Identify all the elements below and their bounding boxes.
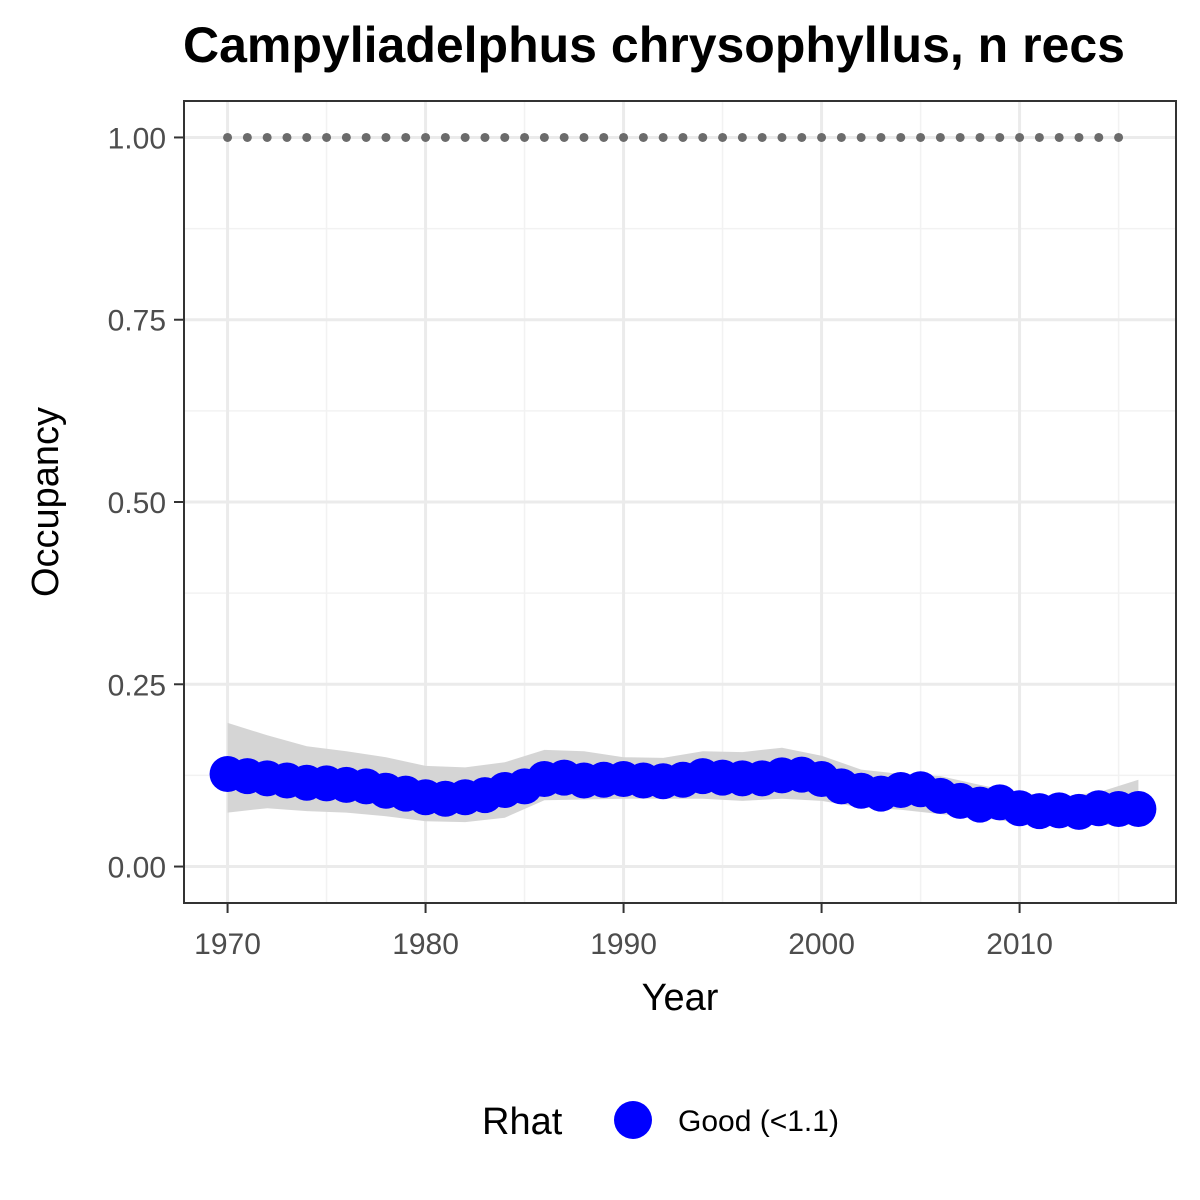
reference-point	[658, 132, 668, 142]
legend-key-good	[614, 1101, 652, 1139]
reference-point	[718, 132, 728, 142]
reference-point	[916, 132, 926, 142]
y-axis-ticks: 0.00 0.25 0.50 0.75 1.00	[108, 122, 184, 885]
legend-label-good: Good (<1.1)	[678, 1105, 839, 1138]
x-tick-label: 1970	[194, 928, 261, 961]
reference-point	[381, 132, 391, 142]
reference-point	[678, 132, 688, 142]
reference-point	[361, 132, 371, 142]
reference-point	[698, 132, 708, 142]
x-axis-ticks: 1970 1980 1990 2000 2010	[194, 903, 1053, 961]
reference-point	[817, 132, 827, 142]
reference-point	[559, 132, 569, 142]
reference-point	[440, 132, 450, 142]
y-tick-label: 1.00	[108, 122, 166, 155]
reference-point	[619, 132, 629, 142]
reference-point	[737, 132, 747, 142]
x-tick-label: 1980	[392, 928, 459, 961]
reference-point	[579, 132, 589, 142]
reference-point	[599, 132, 609, 142]
reference-point	[876, 132, 886, 142]
reference-point	[1034, 132, 1044, 142]
reference-point	[777, 132, 787, 142]
reference-point	[539, 132, 549, 142]
y-tick-label: 0.00	[108, 852, 166, 885]
reference-point	[638, 132, 648, 142]
reference-point	[935, 132, 945, 142]
x-axis-title: Year	[642, 977, 719, 1019]
occupancy-point	[1120, 790, 1157, 827]
reference-point	[322, 132, 332, 142]
reference-point	[262, 132, 272, 142]
reference-point	[797, 132, 807, 142]
reference-point	[1054, 132, 1064, 142]
reference-point	[520, 132, 530, 142]
reference-point	[480, 132, 490, 142]
reference-point	[401, 132, 411, 142]
legend: Rhat Good (<1.1)	[482, 1101, 839, 1143]
reference-point	[975, 132, 985, 142]
y-tick-label: 0.25	[108, 669, 166, 702]
reference-points	[223, 132, 1124, 142]
reference-point	[1114, 132, 1124, 142]
reference-point	[896, 132, 906, 142]
chart-title: Campyliadelphus chrysophyllus, n recs	[183, 17, 1125, 73]
reference-point	[836, 132, 846, 142]
y-axis-title: Occupancy	[25, 407, 67, 597]
reference-point	[421, 132, 431, 142]
reference-point	[500, 132, 510, 142]
reference-point	[1074, 132, 1084, 142]
y-tick-label: 0.50	[108, 487, 166, 520]
reference-point	[757, 132, 767, 142]
reference-point	[242, 132, 252, 142]
reference-point	[341, 132, 351, 142]
reference-point	[460, 132, 470, 142]
legend-title: Rhat	[482, 1101, 563, 1143]
reference-point	[955, 132, 965, 142]
x-tick-label: 2010	[986, 928, 1053, 961]
x-tick-label: 2000	[788, 928, 855, 961]
reference-point	[1015, 132, 1025, 142]
reference-point	[856, 132, 866, 142]
reference-point	[302, 132, 312, 142]
x-tick-label: 1990	[590, 928, 657, 961]
reference-point	[223, 132, 233, 142]
reference-point	[995, 132, 1005, 142]
occupancy-points	[209, 755, 1157, 830]
reference-point	[282, 132, 292, 142]
reference-point	[1094, 132, 1104, 142]
y-tick-label: 0.75	[108, 305, 166, 338]
